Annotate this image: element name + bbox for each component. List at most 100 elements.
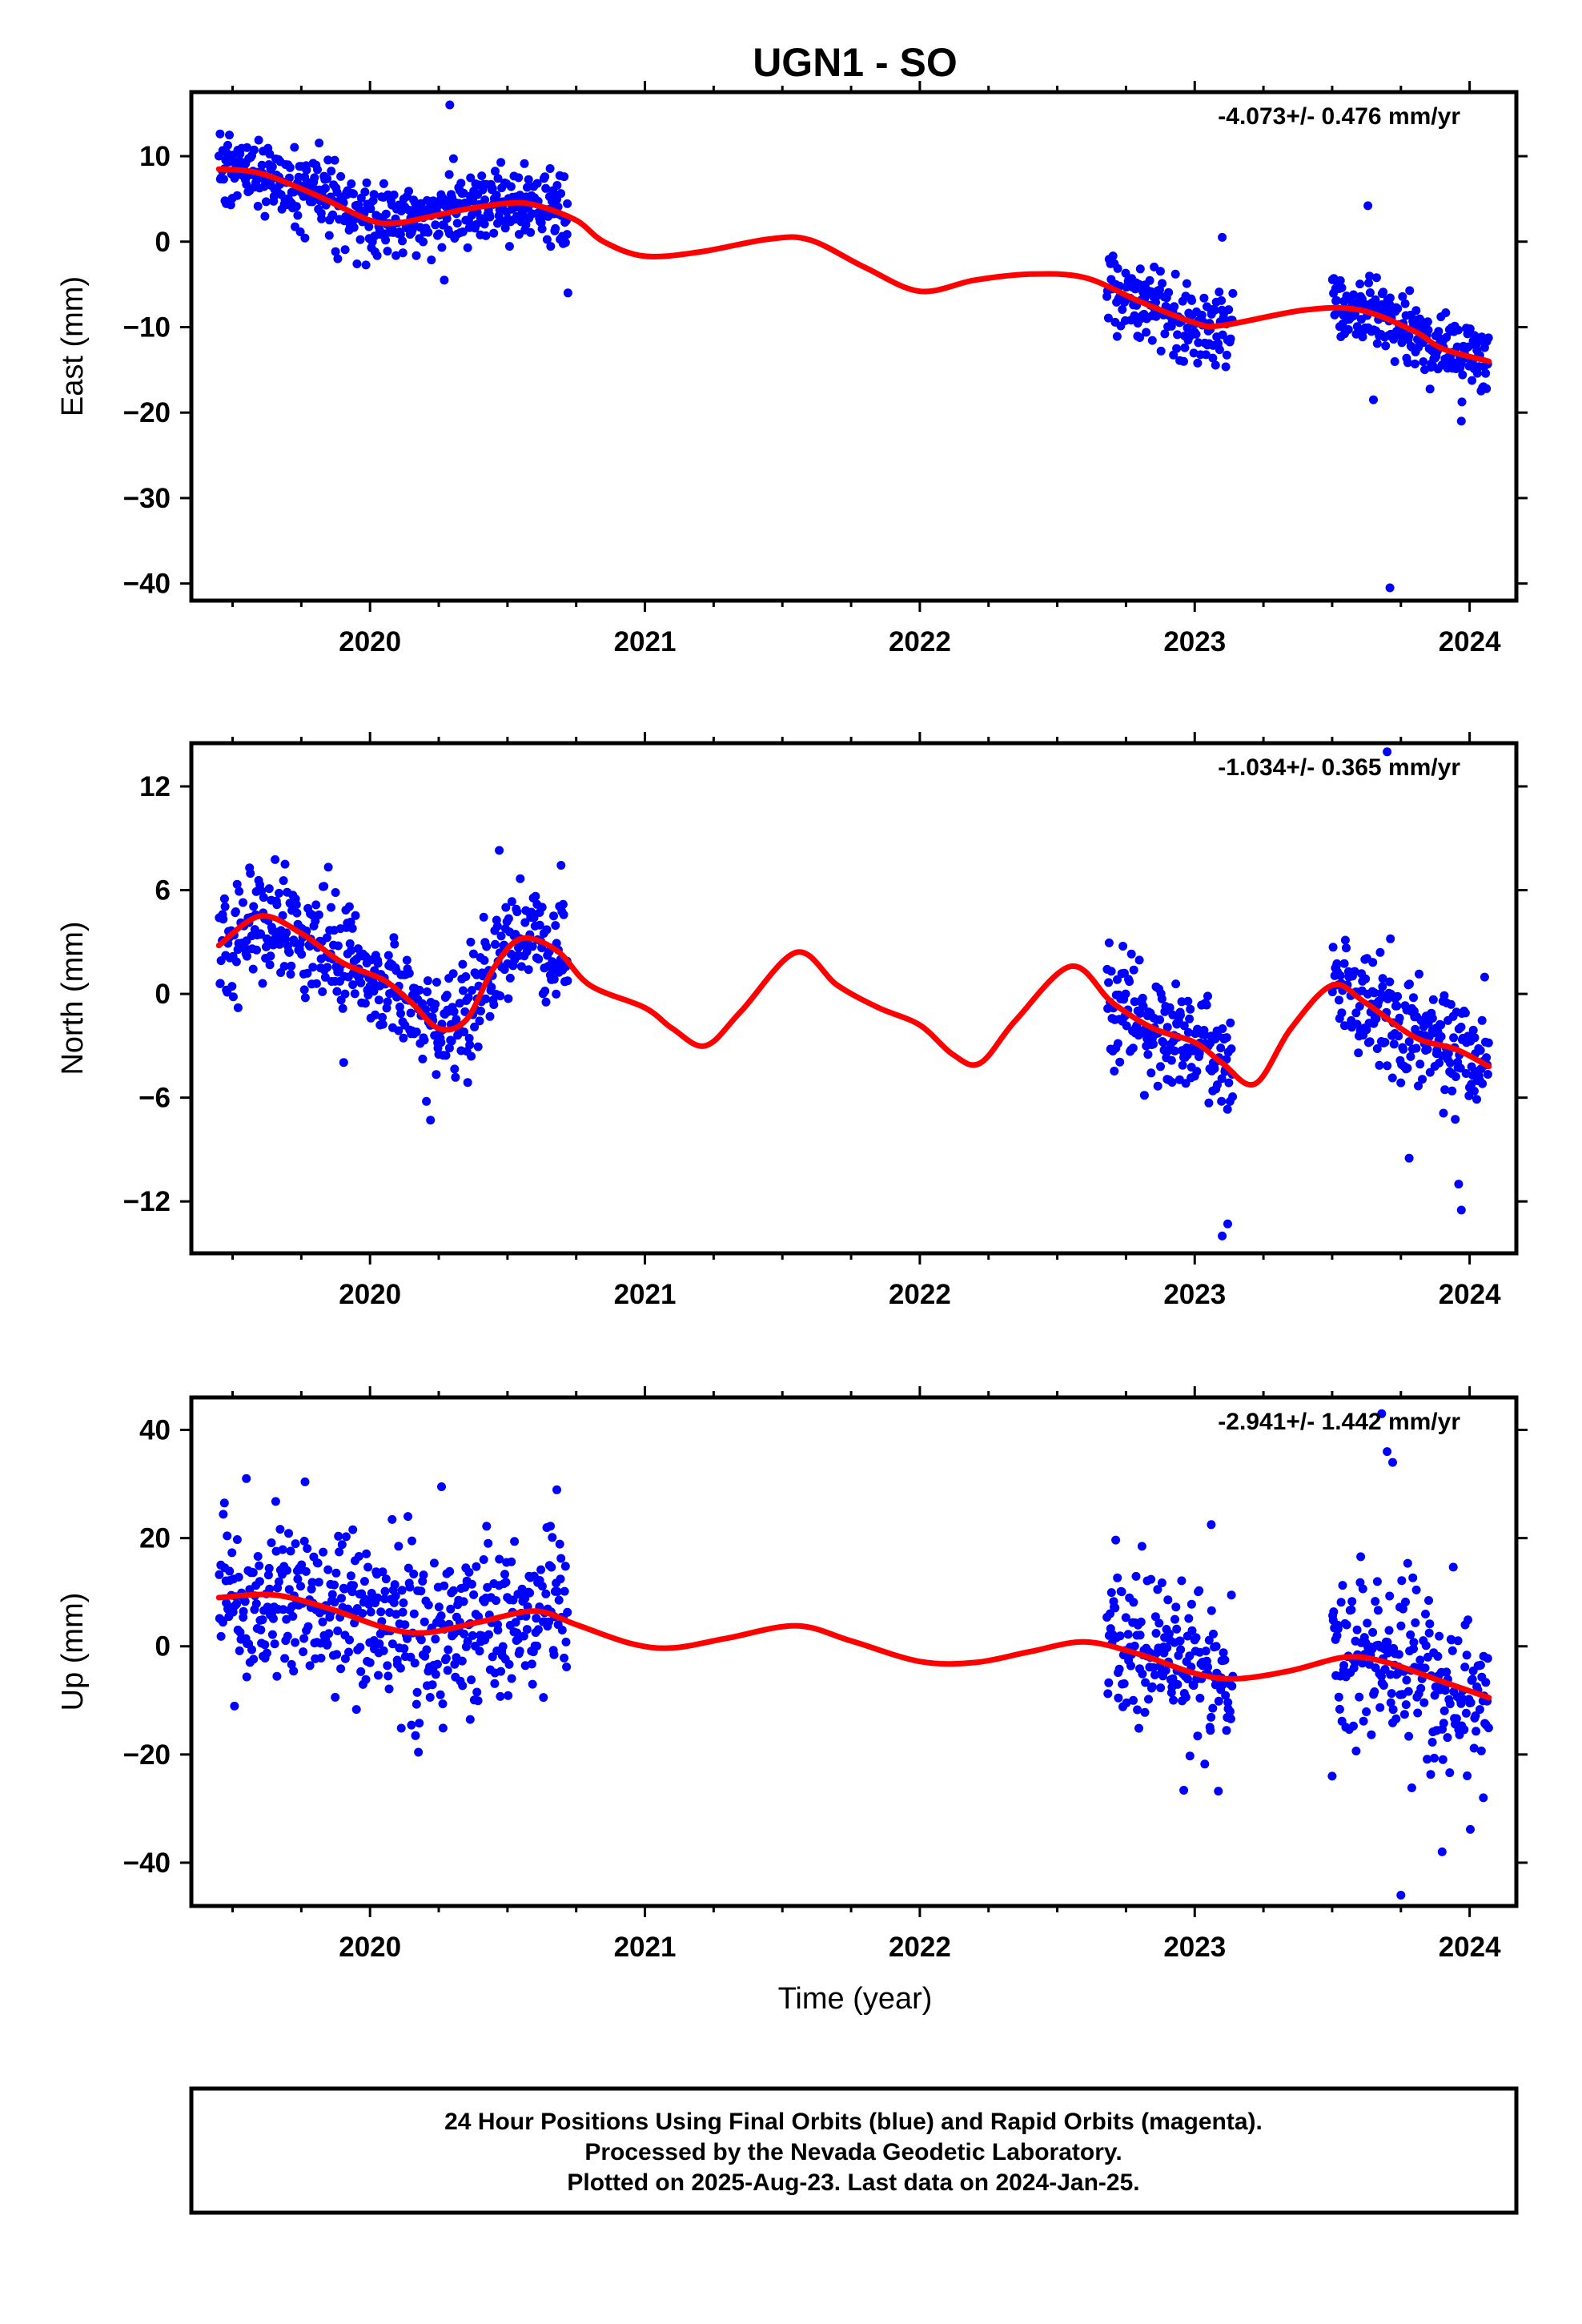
up-point — [340, 1654, 350, 1663]
up-point — [484, 1630, 493, 1639]
east-point — [398, 248, 408, 258]
north-point — [449, 1007, 459, 1016]
up-point — [286, 1546, 295, 1556]
up-point — [469, 1590, 479, 1599]
up-point — [544, 1617, 554, 1626]
north-point — [1445, 1058, 1455, 1068]
north-point — [412, 1027, 421, 1037]
up-point — [504, 1659, 514, 1669]
north-point — [479, 912, 488, 922]
north-point — [463, 1078, 472, 1088]
up-point — [1329, 1607, 1339, 1617]
north-outlier-point — [1223, 1219, 1232, 1228]
up-point — [354, 1552, 363, 1561]
up-point — [348, 1525, 358, 1534]
east-point — [253, 202, 263, 211]
east-outlier-point — [563, 288, 572, 298]
east-point — [1454, 325, 1463, 335]
up-point — [404, 1512, 412, 1522]
up-point — [1386, 1698, 1395, 1707]
up-point — [1130, 1641, 1139, 1651]
up-point — [1447, 1646, 1457, 1655]
up-point — [234, 1572, 243, 1582]
north-point — [1469, 1086, 1479, 1096]
up-point — [299, 1647, 308, 1657]
up-point — [398, 1607, 408, 1617]
north-point — [535, 920, 544, 930]
north-point — [231, 957, 241, 967]
north-point — [529, 913, 539, 923]
up-point — [267, 1630, 277, 1639]
north-point — [275, 888, 283, 898]
east-model-curve — [215, 166, 1492, 364]
east-point — [1464, 342, 1473, 352]
north-point — [1115, 1057, 1125, 1067]
north-point — [1128, 1043, 1138, 1053]
east-point — [1458, 370, 1468, 380]
up-point — [446, 1604, 456, 1614]
east-point — [1150, 262, 1159, 271]
up-point — [1384, 1626, 1394, 1635]
east-point — [528, 209, 537, 219]
east-point — [1221, 362, 1231, 372]
up-point — [1135, 1630, 1145, 1640]
north-point — [1425, 1068, 1435, 1077]
north-point — [394, 1026, 404, 1035]
up-outlier-point — [1437, 1847, 1447, 1856]
north-point — [1477, 1015, 1487, 1025]
up-point — [1181, 1692, 1191, 1702]
east-point — [1405, 286, 1415, 296]
up-point — [1214, 1696, 1223, 1706]
up-point — [507, 1674, 516, 1683]
up-point — [389, 1598, 399, 1607]
east-point — [366, 204, 375, 214]
up-point — [239, 1606, 248, 1616]
up-point — [287, 1659, 296, 1669]
north-point — [551, 921, 560, 931]
east-point — [1135, 264, 1145, 274]
north-point — [461, 972, 471, 981]
up-point — [1421, 1610, 1430, 1618]
north-point — [1167, 1078, 1177, 1087]
east-point — [310, 173, 319, 183]
east-point — [215, 129, 225, 139]
caption-line-2: Processed by the Nevada Geodetic Laborat… — [584, 2139, 1122, 2165]
east-point — [372, 251, 382, 260]
north-point — [480, 955, 489, 965]
east-point — [1208, 353, 1218, 363]
up-point — [1466, 1698, 1476, 1707]
north-point — [540, 987, 550, 995]
north-point — [504, 914, 513, 923]
up-point — [387, 1639, 397, 1649]
north-point — [1203, 991, 1212, 1001]
north-point — [1449, 1033, 1459, 1043]
up-point — [1445, 1699, 1455, 1709]
east-point — [226, 200, 235, 210]
up-point — [1126, 1661, 1135, 1671]
north-point — [1176, 1011, 1185, 1019]
east-point — [492, 191, 501, 200]
north-point — [1339, 959, 1349, 968]
north-point — [1411, 1043, 1421, 1053]
north-point — [1183, 1027, 1193, 1037]
up-point — [335, 1547, 344, 1557]
east-point — [545, 164, 555, 173]
up-xtick-label: 2021 — [614, 1932, 677, 1963]
up-point — [1115, 1631, 1125, 1641]
up-point — [448, 1586, 458, 1595]
up-point — [1177, 1576, 1186, 1586]
up-point — [1367, 1730, 1376, 1739]
east-point — [1419, 357, 1428, 367]
up-point — [1134, 1723, 1143, 1733]
up-point — [1358, 1659, 1367, 1668]
east-outlier-point — [445, 100, 455, 110]
up-point — [556, 1574, 565, 1584]
up-point — [1335, 1704, 1344, 1714]
north-point — [423, 987, 432, 996]
up-point — [387, 1514, 397, 1524]
north-point — [448, 969, 458, 979]
north-point — [1436, 1020, 1446, 1030]
up-point — [496, 1667, 506, 1676]
north-point — [1456, 1023, 1466, 1031]
